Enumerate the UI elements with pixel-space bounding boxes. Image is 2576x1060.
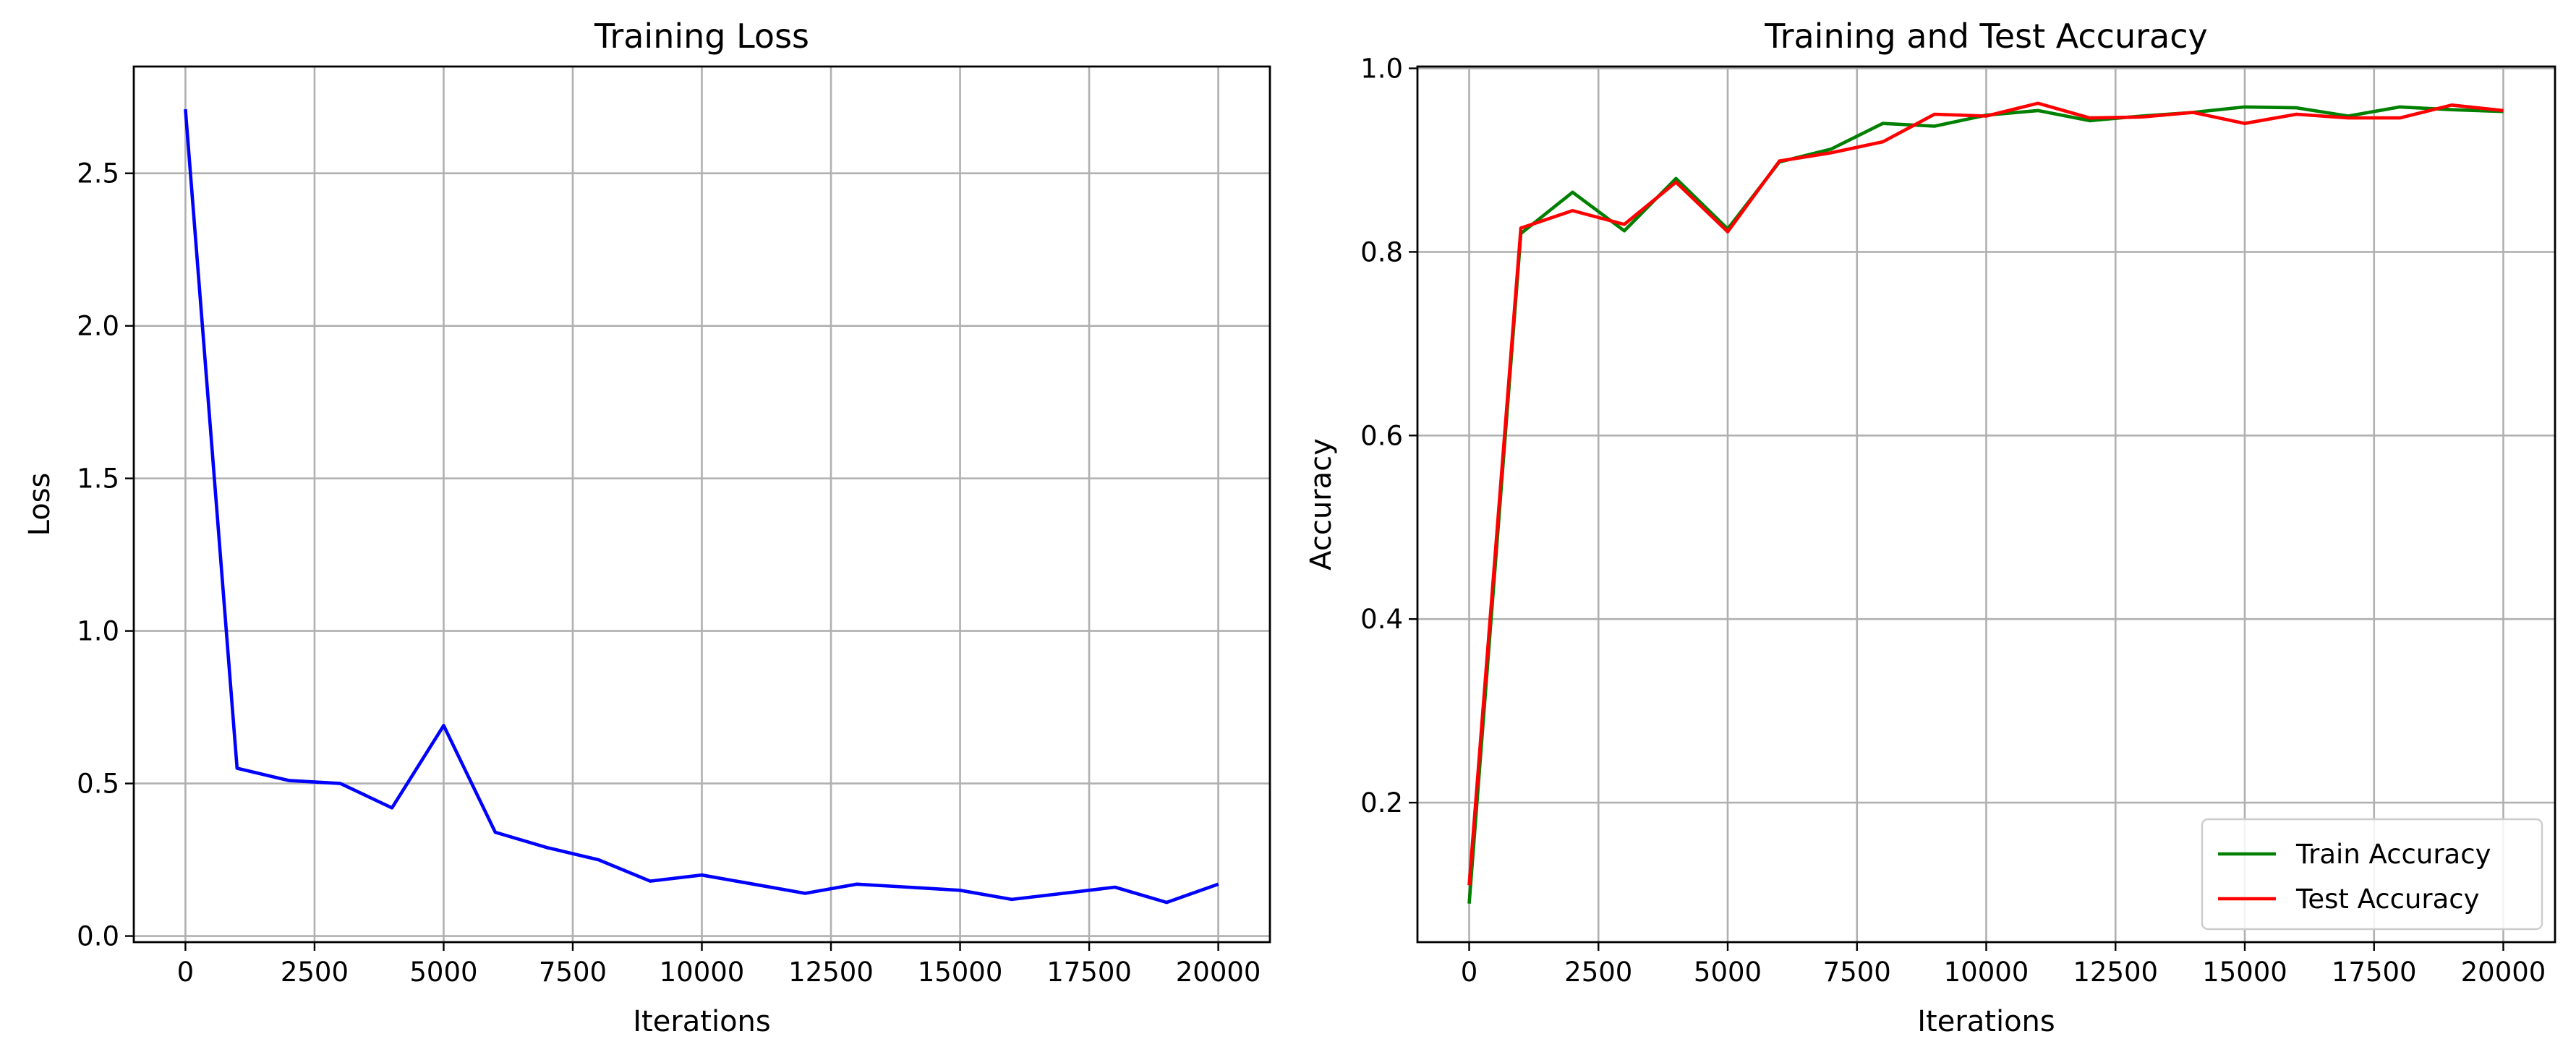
- legend: Train Accuracy Test Accuracy: [2201, 818, 2543, 931]
- series-line-loss: [184, 108, 1219, 905]
- legend-box: [2201, 818, 2543, 931]
- legend-label-test-accuracy: Test Accuracy: [2295, 884, 2480, 915]
- y-tick-label: 0.8: [1360, 236, 1403, 268]
- x-tick-label: 2500: [281, 957, 349, 988]
- x-axis-label: Iterations: [1917, 1005, 2055, 1038]
- x-tick-label: 20000: [2461, 957, 2546, 988]
- x-tick-label: 7500: [1823, 957, 1891, 988]
- y-axis-label: Accuracy: [1305, 438, 1338, 570]
- x-tick-label: 10000: [1944, 957, 2029, 988]
- y-tick-label: 1.0: [1360, 54, 1403, 85]
- y-tick-label: 1.5: [77, 463, 119, 495]
- y-tick-label: 2.0: [77, 311, 119, 342]
- x-tick-label: 7500: [539, 957, 607, 988]
- x-tick-label: 0: [1461, 957, 1478, 988]
- x-tick-label: 2500: [1564, 957, 1632, 988]
- chart-title: Training Loss: [594, 17, 809, 56]
- x-tick-label: 5000: [1694, 957, 1762, 988]
- y-tick-label: 0.2: [1360, 787, 1403, 818]
- loss-chart: 0 2500 5000 7500 10000 12500 15000 17500 20000 0.…: [23, 17, 1271, 1038]
- y-tick-label: 0.6: [1360, 420, 1403, 451]
- x-tick-label: 5000: [409, 957, 477, 988]
- y-tick-label: 0.5: [77, 769, 119, 800]
- x-tick-label: 17500: [2332, 957, 2417, 988]
- chart-title: Training and Test Accuracy: [1764, 17, 2208, 56]
- y-tick-label: 2.5: [77, 158, 119, 189]
- x-axis-label: Iterations: [633, 1005, 771, 1038]
- x-tick-label: 17500: [1046, 957, 1132, 988]
- y-axis-label: Loss: [23, 473, 56, 537]
- y-tick-label: 0.0: [77, 921, 119, 952]
- x-tick-label: 15000: [2202, 957, 2287, 988]
- x-tick-label: 12500: [2073, 957, 2158, 988]
- accuracy-chart: 0 2500 5000 7500 10000 12500 15000 17500 20000 0.…: [1305, 17, 2556, 1038]
- x-tick-label: 12500: [788, 957, 874, 988]
- y-tick-label: 1.0: [77, 616, 119, 647]
- x-tick-label: 15000: [918, 957, 1003, 988]
- x-tick-label: 0: [177, 957, 195, 988]
- series-line-test-accuracy: [1467, 101, 2504, 886]
- x-tick-label: 10000: [660, 957, 745, 988]
- legend-label-train-accuracy: Train Accuracy: [2295, 839, 2491, 870]
- x-tick-label: 20000: [1176, 957, 1261, 988]
- y-tick-label: 0.4: [1360, 604, 1403, 635]
